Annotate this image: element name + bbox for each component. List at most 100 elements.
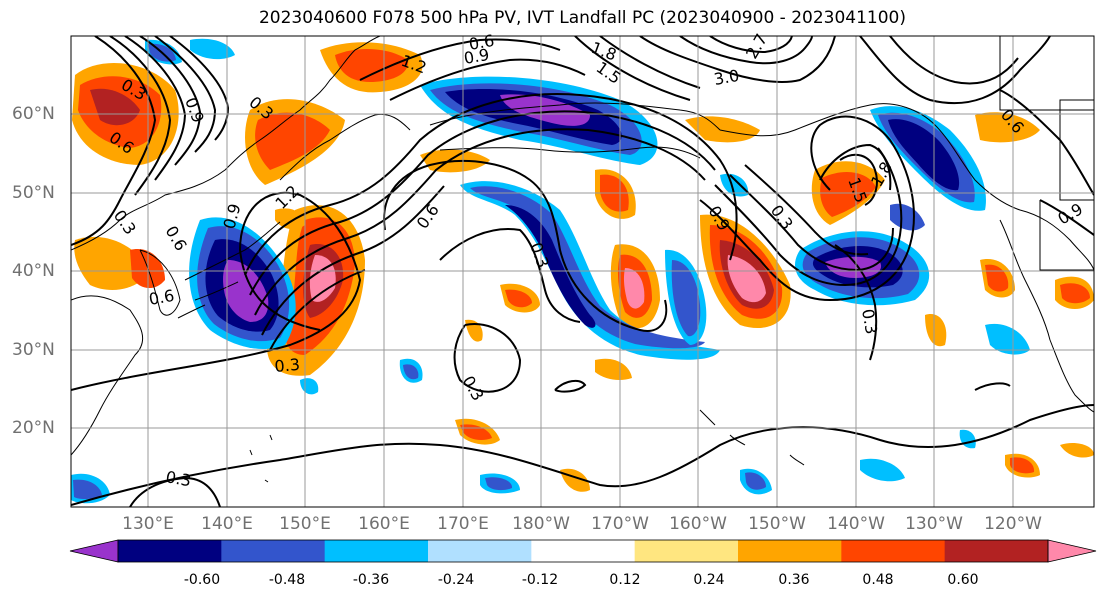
- contour-line: [383, 159, 668, 332]
- contour-line: [269, 269, 366, 351]
- lon-label: 130°W: [905, 514, 963, 534]
- colorbar-segment: [841, 540, 946, 562]
- colorbar-segment: [738, 540, 842, 562]
- contour-line: [389, 58, 586, 101]
- contour-line: [554, 379, 587, 393]
- colorbar-segment: [118, 540, 222, 562]
- colorbar-tick-label: -0.24: [437, 572, 475, 588]
- contour-label: 0.6: [467, 31, 495, 54]
- contour-label: 3.0: [712, 66, 740, 89]
- colorbar-extend-high: [1047, 539, 1097, 563]
- colorbar-tick-label: -0.60: [183, 572, 221, 588]
- asia-coastline: [71, 36, 381, 251]
- colorbar-frame: [117, 539, 1049, 563]
- colorbar-segment: [944, 540, 1049, 562]
- colorbar-tick-label: 0.36: [778, 572, 810, 588]
- contour-line: [744, 164, 869, 256]
- china-coastline: [71, 295, 144, 456]
- west-coast: [999, 219, 1094, 413]
- north-america-coastline: [719, 103, 1094, 271]
- positive-anomaly-regions: [72, 42, 1094, 492]
- contour-line: [71, 191, 362, 391]
- contour-line: [999, 89, 1094, 196]
- lat-label: 50°N: [12, 183, 55, 203]
- graticule: [71, 36, 1094, 507]
- colorbar-segment: [428, 540, 532, 562]
- coastlines: [71, 36, 1094, 483]
- contour-line: [639, 36, 836, 83]
- lat-label: 40°N: [12, 261, 55, 281]
- map-title: 2023040600 F078 500 hPa PV, IVT Landfall…: [258, 8, 906, 28]
- contour-line: [859, 36, 1051, 105]
- contour-line: [729, 174, 894, 272]
- colorbar-tick-label: 0.24: [693, 572, 725, 588]
- contour-line: [1039, 199, 1094, 236]
- colorbar-tick-label: 0.60: [947, 572, 979, 588]
- contour-line: [839, 153, 878, 206]
- contour-line: [439, 228, 581, 323]
- contour-label: 0.6: [147, 286, 175, 309]
- contour-label: 0.9: [462, 45, 490, 68]
- contour-line: [574, 36, 701, 101]
- contour-line: [129, 476, 221, 507]
- lat-label: 30°N: [12, 340, 55, 360]
- pv-anomaly-fill: [71, 38, 1094, 504]
- lat-label: 60°N: [12, 104, 55, 124]
- contour-line: [714, 147, 903, 287]
- contour-line: [109, 36, 172, 196]
- lon-label: 120°W: [984, 514, 1042, 534]
- map-frame: [70, 35, 1095, 508]
- lon-label: 130°E: [122, 514, 174, 534]
- contour-line: [71, 36, 157, 246]
- contour-line: [974, 382, 1011, 391]
- contour-line: [453, 323, 522, 393]
- pacific-islands: [249, 434, 273, 483]
- contour-line: [154, 36, 217, 153]
- colorbar-segment: [221, 540, 326, 562]
- contour-line: [244, 93, 738, 276]
- colorbar-segment: [634, 540, 739, 562]
- contour-line: [834, 244, 878, 361]
- colorbar-tick-label: 0.48: [862, 572, 894, 588]
- pv-contours: [71, 36, 1094, 507]
- colorbar-tick-label: -0.48: [268, 572, 306, 588]
- colorbar-tick-label: 0.12: [609, 572, 641, 588]
- colorbar-segment: [324, 540, 429, 562]
- colorbar-tick-label: -0.12: [521, 572, 559, 588]
- lon-label: 140°E: [201, 514, 253, 534]
- border-lines: [999, 36, 1094, 271]
- aleutian-islands: [439, 146, 701, 159]
- lon-label: 170°W: [591, 514, 649, 534]
- contour-label: 0.3: [164, 467, 192, 490]
- contour-line: [71, 404, 1094, 506]
- contour-line: [139, 36, 202, 166]
- lon-label: 140°W: [827, 514, 885, 534]
- lon-label: 160°W: [669, 514, 727, 534]
- contour-line: [359, 38, 561, 81]
- contour-line: [709, 36, 793, 54]
- colorbar-tick-label: -0.36: [352, 572, 390, 588]
- contour-line: [699, 115, 915, 302]
- contour-line: [254, 128, 706, 316]
- contour-line: [679, 36, 813, 65]
- contour-line: [249, 110, 716, 296]
- contour-label: 0.3: [274, 355, 301, 376]
- lat-label: 20°N: [12, 418, 55, 438]
- contour-line: [819, 143, 892, 191]
- lon-label: 150°W: [748, 514, 806, 534]
- contour-line: [261, 185, 445, 336]
- colorbar-segment: [531, 540, 636, 562]
- lon-label: 150°E: [279, 514, 331, 534]
- contour-line: [889, 36, 1019, 85]
- japan-coastline: [177, 221, 281, 319]
- lon-label: 170°E: [437, 514, 489, 534]
- lon-label: 160°E: [358, 514, 410, 534]
- contour-label: 0.3: [858, 307, 881, 335]
- hawaii-islands: [699, 409, 805, 466]
- kamchatka-coastline: [279, 113, 411, 181]
- colorbar-extend-low: [69, 539, 119, 563]
- contour-line: [169, 36, 230, 141]
- lon-label: 180°W: [512, 514, 570, 534]
